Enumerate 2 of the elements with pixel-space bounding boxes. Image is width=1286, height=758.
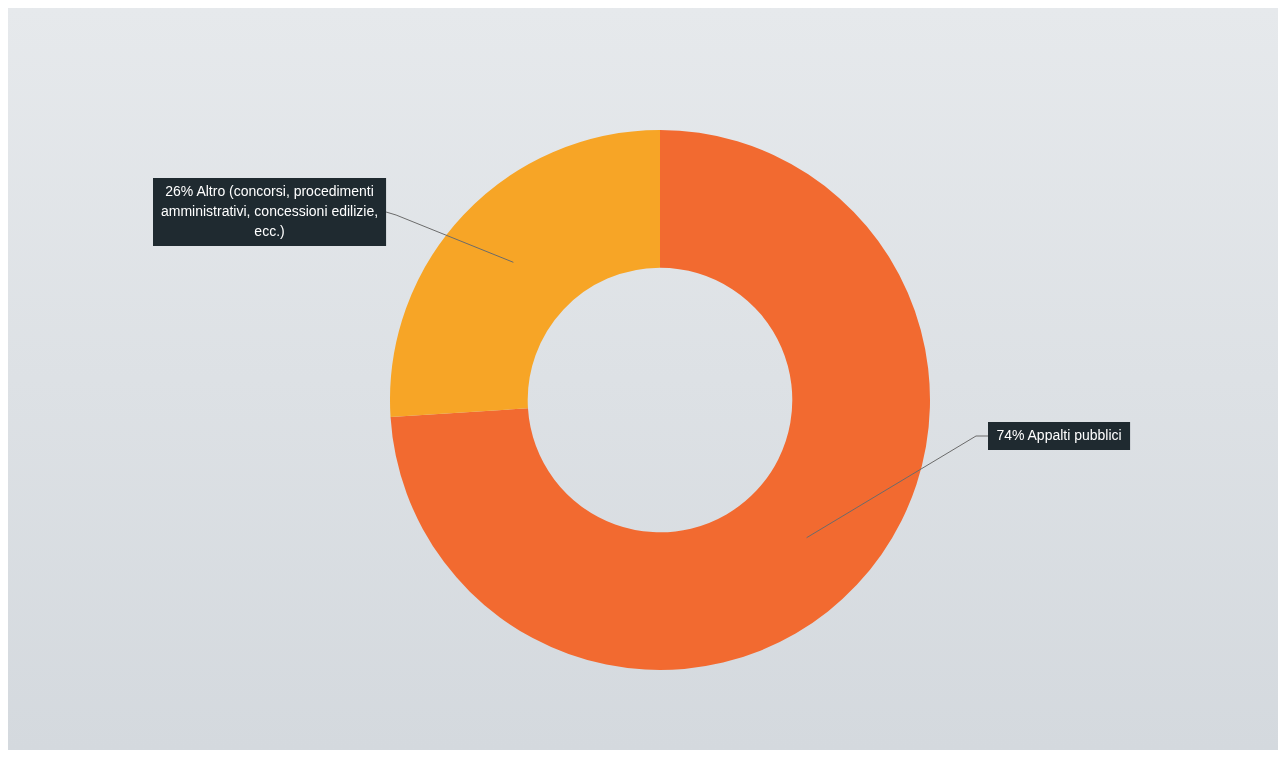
slice-label: 26% Altro (concorsi, procedimenti amministrativi, concessioni edilizie, ecc.) [161, 182, 379, 239]
slice-label: 74% Appalti pubblici [996, 426, 1122, 443]
